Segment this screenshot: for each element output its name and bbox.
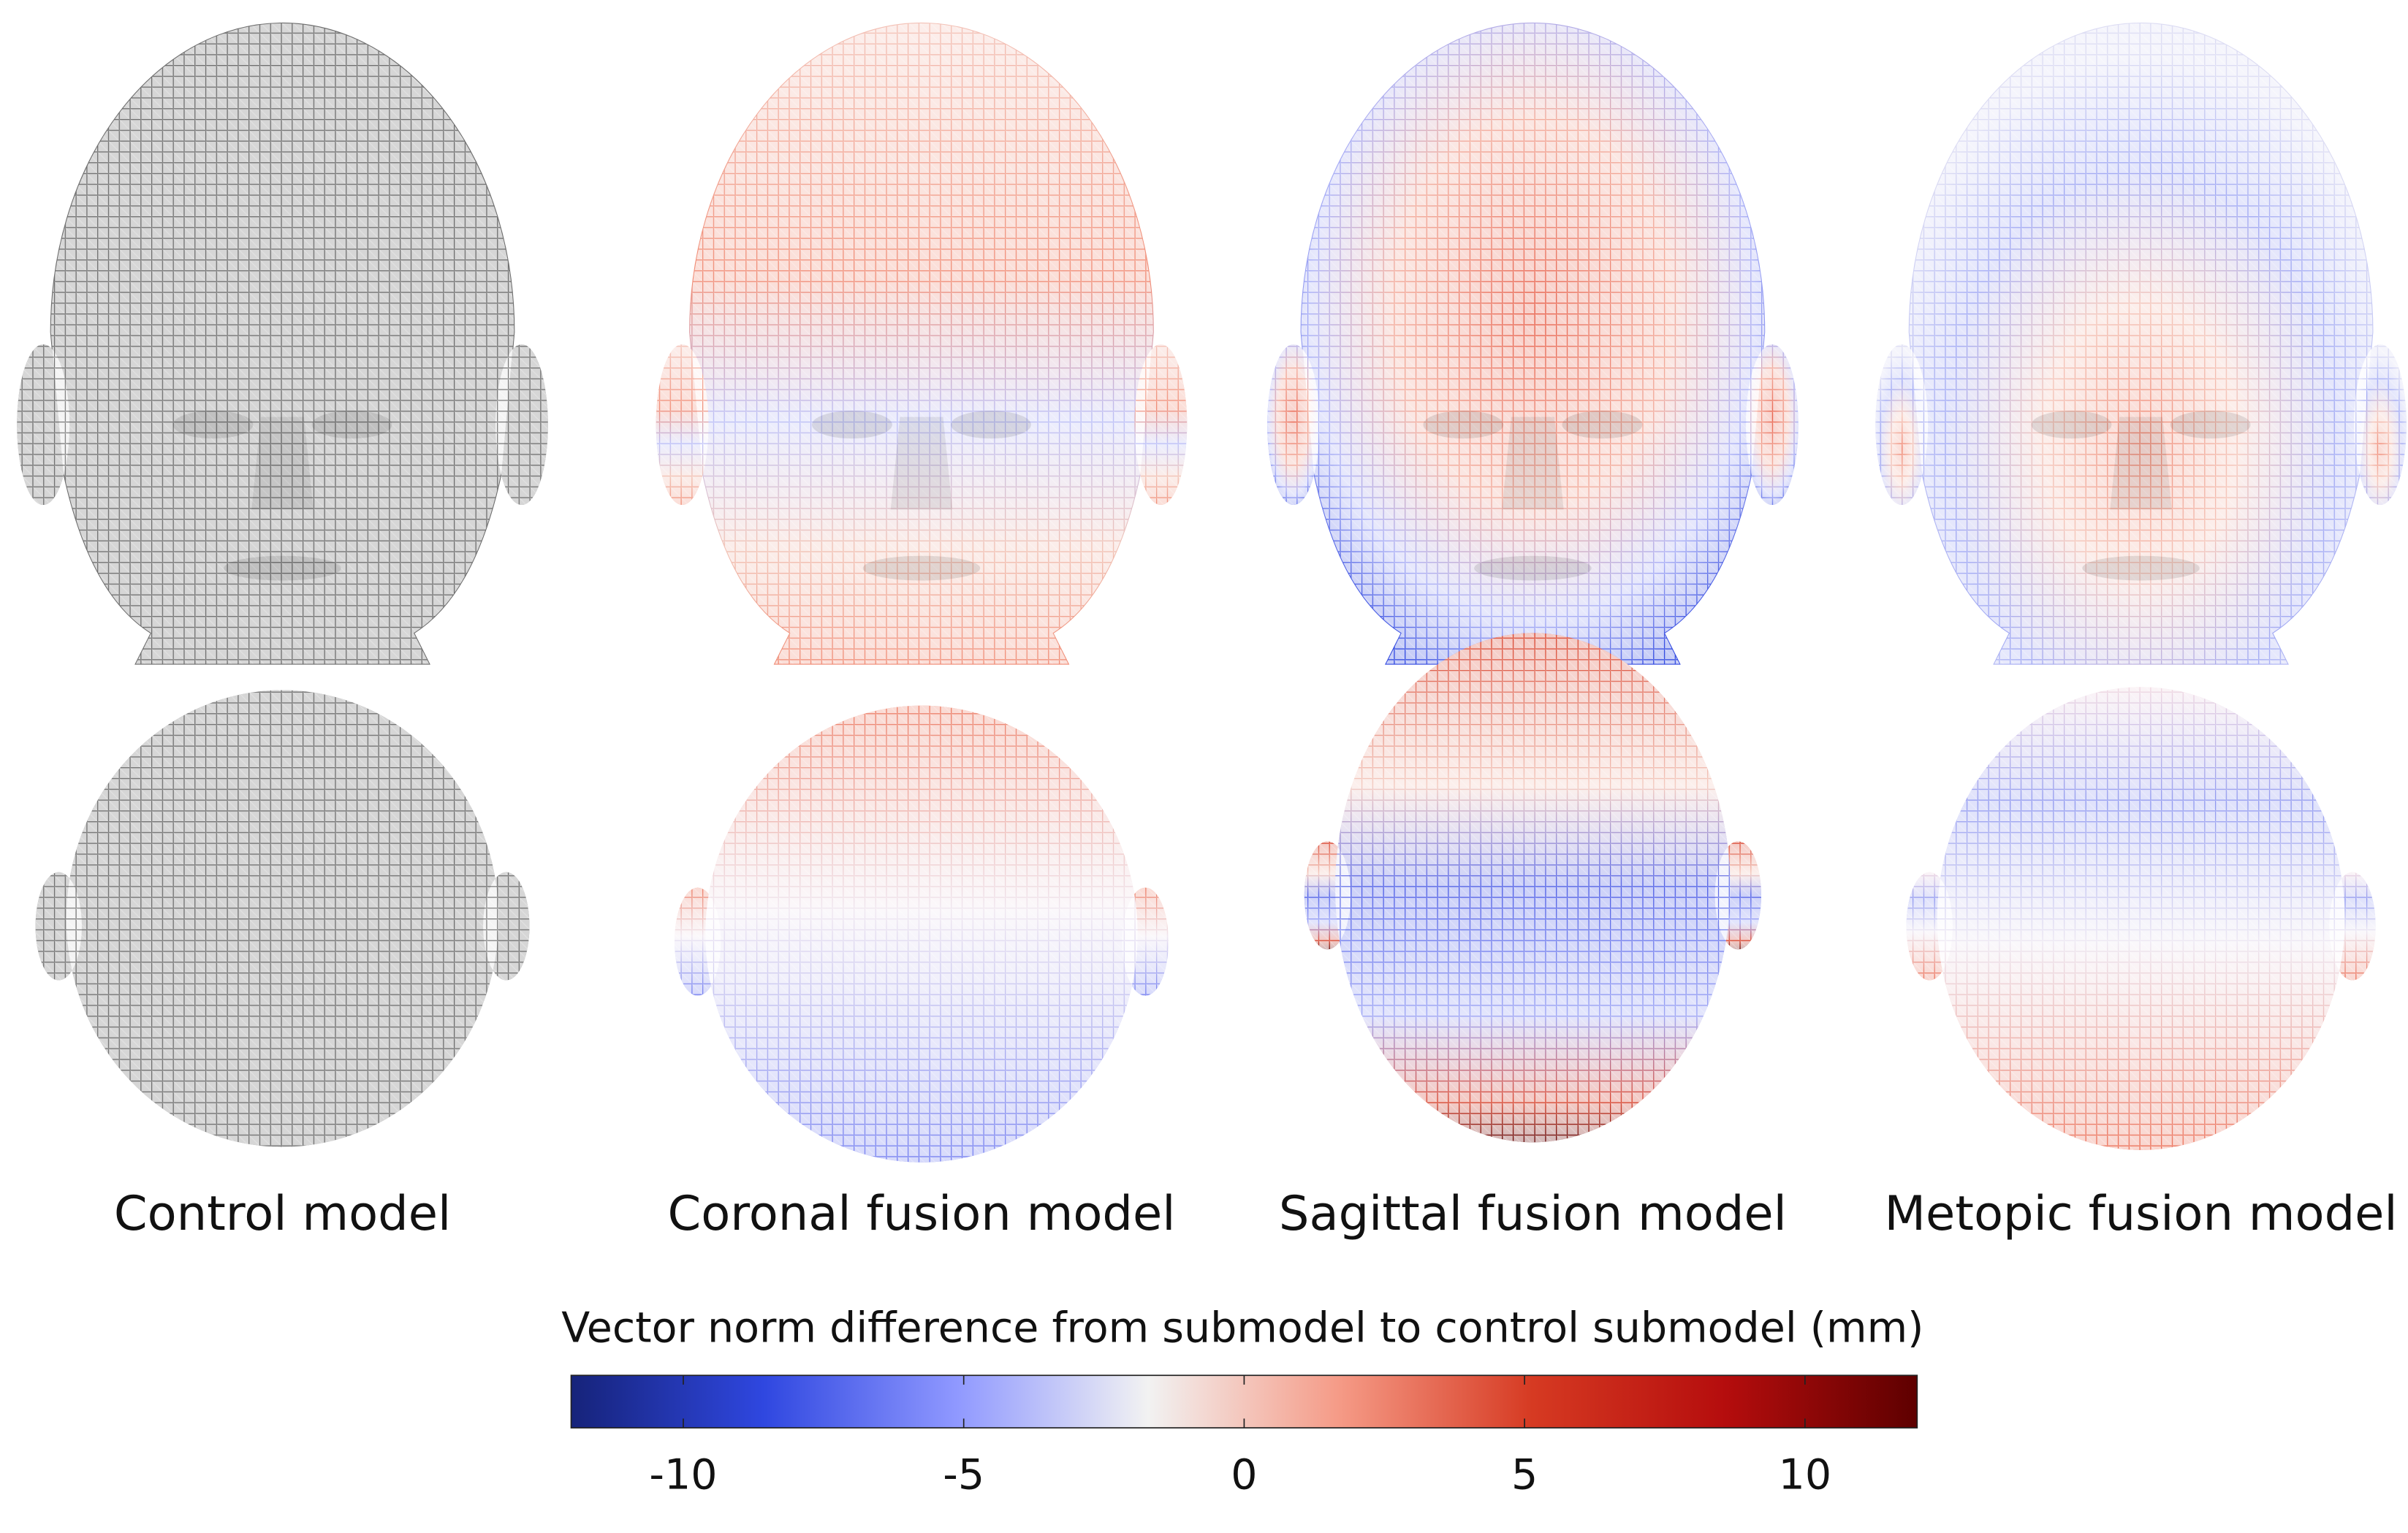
ear	[17, 344, 70, 505]
panel-label: Metopic fusion model	[1885, 1186, 2398, 1241]
ear	[1875, 344, 1929, 505]
mouth	[2082, 555, 2200, 581]
mesh-overlay	[1909, 23, 2373, 664]
mesh-overlay	[66, 690, 499, 1147]
ear	[2354, 344, 2407, 505]
head-panel: Control model	[17, 22, 548, 1241]
head-models: Control model Coronal fusion model Sagitta…	[17, 22, 2407, 1241]
mesh-overlay	[50, 23, 514, 664]
eye	[2031, 411, 2112, 439]
x-tick-label: 10	[1779, 1450, 1832, 1499]
mesh-overlay	[1301, 23, 1765, 664]
eye	[1562, 411, 1643, 439]
eye	[951, 411, 1031, 439]
eye	[1423, 411, 1504, 439]
ear	[1134, 344, 1188, 505]
panel-label: Coronal fusion model	[667, 1186, 1175, 1241]
x-tick-label: -10	[649, 1450, 717, 1499]
eye	[172, 411, 254, 439]
head-panel: Metopic fusion model	[1875, 22, 2407, 1241]
nose	[2110, 416, 2172, 510]
eye	[311, 411, 392, 439]
mesh-overlay	[1335, 633, 1731, 1143]
eye	[2170, 411, 2251, 439]
ear	[495, 344, 548, 505]
mesh-overlay	[690, 23, 1153, 664]
panel-label: Sagittal fusion model	[1279, 1186, 1787, 1241]
x-tick-label: 5	[1511, 1450, 1538, 1499]
mouth	[862, 555, 981, 581]
nose	[890, 416, 953, 510]
head-panel: Coronal fusion model	[656, 22, 1188, 1241]
eye	[812, 411, 892, 439]
nose	[251, 416, 314, 510]
mouth	[224, 555, 341, 581]
colorbar-title: Vector norm difference from submodel to …	[561, 1304, 1923, 1353]
mouth	[1474, 555, 1592, 581]
ear	[1267, 344, 1320, 505]
nose	[1502, 416, 1564, 510]
x-tick-label: 0	[1231, 1450, 1257, 1499]
ear	[656, 344, 709, 505]
mesh-overlay	[1937, 687, 2345, 1150]
panel-label: Control model	[114, 1186, 451, 1241]
x-tick-label: -5	[943, 1450, 984, 1499]
ear	[1745, 344, 1799, 505]
head-panel: Sagittal fusion model	[1267, 22, 1799, 1241]
mesh-overlay	[705, 705, 1138, 1163]
